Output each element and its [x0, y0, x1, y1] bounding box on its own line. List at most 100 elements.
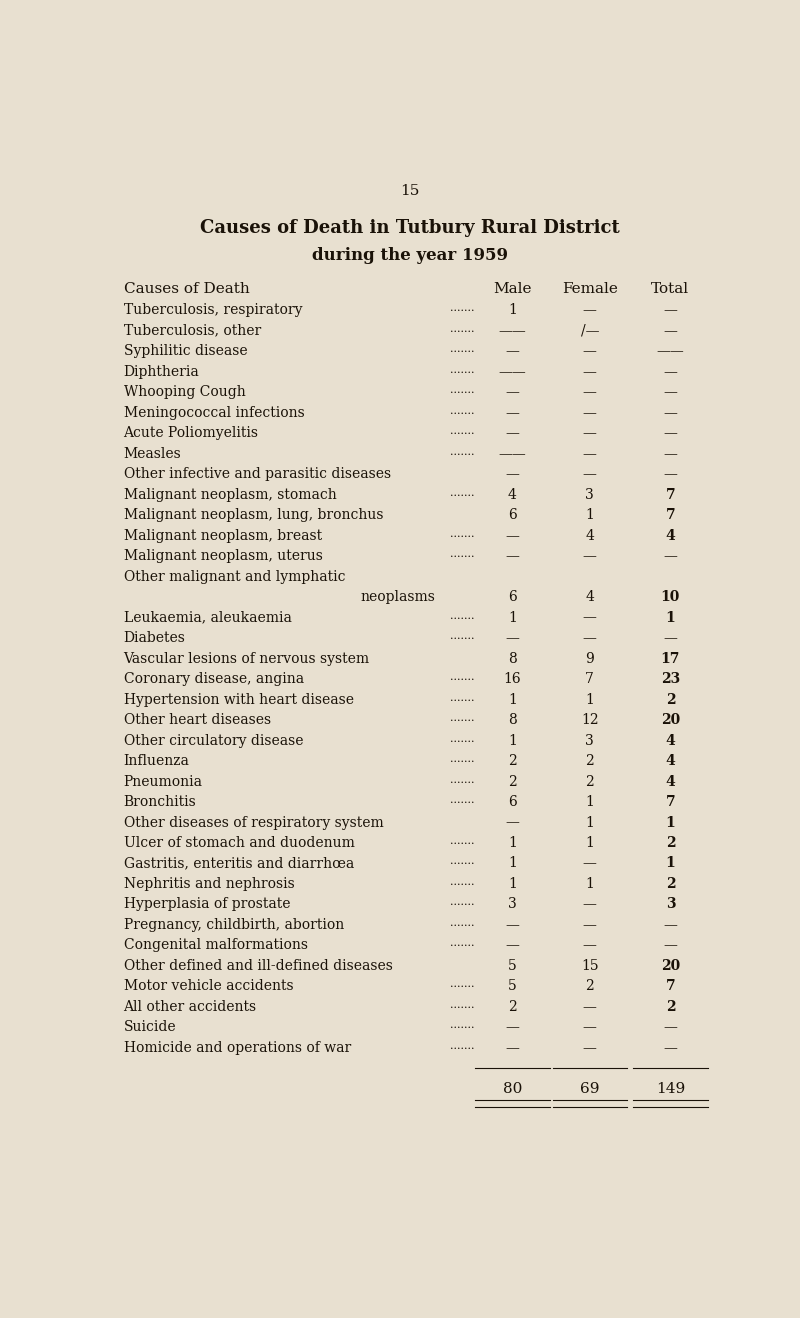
Text: —: —	[583, 426, 597, 440]
Text: .......: .......	[450, 488, 474, 498]
Text: 7: 7	[666, 795, 675, 809]
Text: .......: .......	[450, 876, 474, 887]
Text: 1: 1	[508, 836, 517, 850]
Text: 5: 5	[508, 960, 517, 973]
Text: —: —	[663, 426, 678, 440]
Text: .......: .......	[450, 447, 474, 457]
Text: —: —	[506, 1041, 519, 1054]
Text: 7: 7	[666, 488, 675, 502]
Text: 1: 1	[586, 509, 594, 522]
Text: —: —	[663, 550, 678, 563]
Text: ——: ——	[498, 324, 526, 337]
Text: Vascular lesions of nervous system: Vascular lesions of nervous system	[123, 651, 370, 666]
Text: Acute Poliomyelitis: Acute Poliomyelitis	[123, 426, 258, 440]
Text: 4: 4	[666, 529, 675, 543]
Text: .......: .......	[450, 406, 474, 415]
Text: .......: .......	[450, 795, 474, 805]
Text: Hypertension with heart disease: Hypertension with heart disease	[123, 692, 354, 706]
Text: 15: 15	[400, 183, 420, 198]
Text: —: —	[583, 344, 597, 358]
Text: Hyperplasia of prostate: Hyperplasia of prostate	[123, 898, 290, 912]
Text: Malignant neoplasm, breast: Malignant neoplasm, breast	[123, 529, 322, 543]
Text: 6: 6	[508, 795, 517, 809]
Text: Measles: Measles	[123, 447, 182, 461]
Text: 1: 1	[508, 610, 517, 625]
Text: Pregnancy, childbirth, abortion: Pregnancy, childbirth, abortion	[123, 917, 344, 932]
Text: —: —	[583, 467, 597, 481]
Text: 3: 3	[666, 898, 675, 912]
Text: 4: 4	[666, 775, 675, 788]
Text: 1: 1	[508, 692, 517, 706]
Text: 5: 5	[508, 979, 517, 994]
Text: ——: ——	[498, 447, 526, 461]
Text: 8: 8	[508, 713, 517, 728]
Text: —: —	[583, 857, 597, 870]
Text: .......: .......	[450, 550, 474, 559]
Text: Meningococcal infections: Meningococcal infections	[123, 406, 304, 419]
Text: .......: .......	[450, 529, 474, 539]
Text: .......: .......	[450, 303, 474, 314]
Text: 12: 12	[581, 713, 598, 728]
Text: 3: 3	[586, 488, 594, 502]
Text: Diabetes: Diabetes	[123, 631, 186, 645]
Text: Other malignant and lymphatic: Other malignant and lymphatic	[123, 569, 345, 584]
Text: Tuberculosis, respiratory: Tuberculosis, respiratory	[123, 303, 302, 318]
Text: .......: .......	[450, 979, 474, 990]
Text: —: —	[663, 1041, 678, 1054]
Text: 1: 1	[508, 876, 517, 891]
Text: .......: .......	[450, 692, 474, 702]
Text: Syphilitic disease: Syphilitic disease	[123, 344, 247, 358]
Text: .......: .......	[450, 857, 474, 866]
Text: ——: ——	[498, 365, 526, 378]
Text: 6: 6	[508, 590, 517, 604]
Text: All other accidents: All other accidents	[123, 1000, 257, 1014]
Text: Bronchitis: Bronchitis	[123, 795, 196, 809]
Text: .......: .......	[450, 938, 474, 949]
Text: Gastritis, enteritis and diarrhœa: Gastritis, enteritis and diarrhœa	[123, 857, 354, 870]
Text: —: —	[506, 426, 519, 440]
Text: 2: 2	[666, 876, 675, 891]
Text: .......: .......	[450, 1000, 474, 1010]
Text: 1: 1	[508, 857, 517, 870]
Text: .......: .......	[450, 836, 474, 846]
Text: Male: Male	[493, 282, 531, 297]
Text: —: —	[663, 631, 678, 645]
Text: —: —	[506, 816, 519, 829]
Text: Leukaemia, aleukaemia: Leukaemia, aleukaemia	[123, 610, 291, 625]
Text: 1: 1	[666, 857, 675, 870]
Text: 2: 2	[666, 836, 675, 850]
Text: 2: 2	[508, 1000, 517, 1014]
Text: 1: 1	[666, 816, 675, 829]
Text: .......: .......	[450, 672, 474, 683]
Text: 2: 2	[586, 979, 594, 994]
Text: —: —	[583, 447, 597, 461]
Text: 2: 2	[586, 775, 594, 788]
Text: 2: 2	[666, 1000, 675, 1014]
Text: Malignant neoplasm, stomach: Malignant neoplasm, stomach	[123, 488, 336, 502]
Text: 2: 2	[508, 775, 517, 788]
Text: 2: 2	[508, 754, 517, 768]
Text: —: —	[663, 385, 678, 399]
Text: .......: .......	[450, 426, 474, 436]
Text: —: —	[583, 385, 597, 399]
Text: —: —	[506, 631, 519, 645]
Text: 7: 7	[666, 509, 675, 522]
Text: Other circulatory disease: Other circulatory disease	[123, 734, 303, 747]
Text: Causes of Death: Causes of Death	[123, 282, 250, 297]
Text: 4: 4	[666, 754, 675, 768]
Text: —: —	[583, 365, 597, 378]
Text: —: —	[583, 610, 597, 625]
Text: .......: .......	[450, 754, 474, 764]
Text: 15: 15	[581, 960, 598, 973]
Text: Congenital malformations: Congenital malformations	[123, 938, 307, 953]
Text: 1: 1	[586, 795, 594, 809]
Text: 1: 1	[666, 610, 675, 625]
Text: 4: 4	[666, 734, 675, 747]
Text: 20: 20	[661, 713, 680, 728]
Text: —: —	[663, 406, 678, 419]
Text: Other heart diseases: Other heart diseases	[123, 713, 270, 728]
Text: —: —	[583, 1000, 597, 1014]
Text: —: —	[506, 938, 519, 953]
Text: 4: 4	[508, 488, 517, 502]
Text: during the year 1959: during the year 1959	[312, 248, 508, 265]
